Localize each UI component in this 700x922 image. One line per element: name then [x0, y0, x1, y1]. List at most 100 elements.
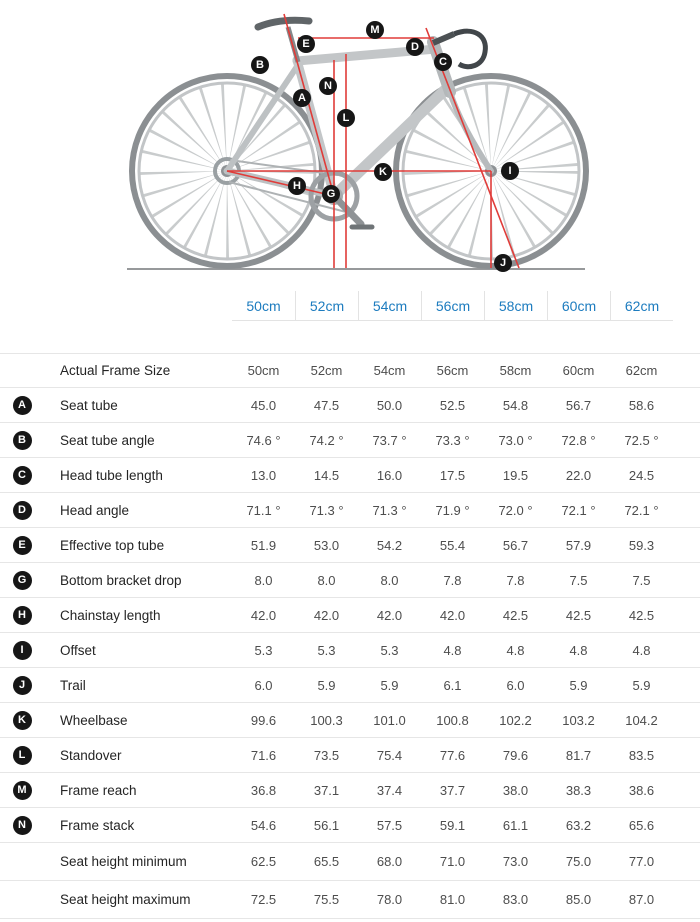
diagram-point-h: H — [288, 177, 306, 195]
table-row-trail: J Trail 6.0 5.9 5.9 6.1 6.0 5.9 5.9 — [0, 668, 700, 703]
size-tab-62cm[interactable]: 62cm — [624, 297, 660, 314]
diagram-point-e: E — [297, 35, 315, 53]
row-label: Standover — [60, 747, 122, 763]
diagram-point-d: D — [406, 38, 424, 56]
cell-value: 24.5 — [628, 467, 655, 483]
cell-value: 14.5 — [313, 467, 340, 483]
cell-value: 37.1 — [313, 782, 340, 798]
cell-value: 75.0 — [565, 854, 592, 869]
badge-cell: I — [0, 640, 44, 660]
handlebar — [453, 28, 488, 70]
cell-value: 74.6 ° — [246, 432, 281, 448]
table-row-chainstay-length: H Chainstay length 42.0 42.0 42.0 42.0 4… — [0, 598, 700, 633]
table-row-seat-height-maximum: Seat height maximum 72.5 75.5 78.0 81.0 … — [0, 881, 700, 919]
size-cell: 56cm — [421, 291, 484, 321]
badge-cell: N — [0, 815, 44, 835]
cell-value: 100.8 — [436, 712, 469, 728]
table-row-head-angle: D Head angle 71.1 ° 71.3 ° 71.3 ° 71.9 °… — [0, 493, 700, 528]
row-label: Head tube length — [60, 467, 163, 483]
badge-cell: K — [0, 710, 44, 730]
row-label: Bottom bracket drop — [60, 572, 182, 588]
cell-value: 16.0 — [376, 467, 403, 483]
cell-value: 7.8 — [506, 572, 525, 588]
table-row-frame-stack: N Frame stack 54.6 56.1 57.5 59.1 61.1 6… — [0, 808, 700, 843]
cell-value: 72.0 ° — [498, 502, 533, 518]
row-label: Effective top tube — [60, 537, 165, 553]
badge-cell: J — [0, 675, 44, 695]
cell-value: 73.7 ° — [372, 432, 407, 448]
cell-value: 71.3 ° — [372, 502, 407, 518]
cell-value: 42.5 — [502, 607, 529, 623]
chain-top — [229, 159, 339, 176]
cell-value: 60cm — [562, 363, 595, 378]
point-badge-d: D — [12, 500, 32, 520]
cell-value: 54.6 — [250, 817, 277, 833]
cell-value: 58.6 — [628, 397, 655, 413]
size-tab-54cm[interactable]: 54cm — [372, 297, 408, 314]
point-badge-i: I — [12, 640, 32, 660]
badge-cell: E — [0, 535, 44, 555]
table-row-head-tube-length: C Head tube length 13.0 14.5 16.0 17.5 1… — [0, 458, 700, 493]
point-badge-c: C — [12, 465, 32, 485]
size-header-spacer — [0, 291, 44, 321]
cell-value: 59.1 — [439, 817, 466, 833]
row-label: Seat tube — [60, 397, 118, 413]
size-tab-60cm[interactable]: 60cm — [561, 297, 597, 314]
row-label: Seat height maximum — [60, 892, 191, 907]
cell-value: 5.9 — [632, 677, 651, 693]
cell-value: 52cm — [310, 363, 343, 378]
cell-value: 56.7 — [502, 537, 529, 553]
cell-value: 56.1 — [313, 817, 340, 833]
cell-value: 4.8 — [506, 642, 525, 658]
badge-cell: H — [0, 605, 44, 625]
cell-value: 42.0 — [376, 607, 403, 623]
cell-value: 8.0 — [380, 572, 399, 588]
cell-value: 5.9 — [317, 677, 336, 693]
cell-value: 78.0 — [376, 892, 403, 907]
cell-value: 102.2 — [499, 712, 532, 728]
size-tab-56cm[interactable]: 56cm — [435, 297, 471, 314]
diagram-point-a: A — [293, 89, 311, 107]
diagram-point-c: C — [434, 53, 452, 71]
row-label: Trail — [60, 677, 86, 693]
cell-value: 6.0 — [506, 677, 525, 693]
cell-value: 42.0 — [250, 607, 277, 623]
cell-value: 54cm — [373, 363, 406, 378]
cell-value: 72.1 ° — [561, 502, 596, 518]
cell-value: 57.5 — [376, 817, 403, 833]
cell-value: 59.3 — [628, 537, 655, 553]
size-tab-52cm[interactable]: 52cm — [309, 297, 345, 314]
cell-value: 47.5 — [313, 397, 340, 413]
cell-value: 50.0 — [376, 397, 403, 413]
cell-value: 83.5 — [628, 747, 655, 763]
cell-value: 38.0 — [502, 782, 529, 798]
cell-value: 6.0 — [254, 677, 273, 693]
cell-value: 42.5 — [565, 607, 592, 623]
cell-value: 55.4 — [439, 537, 466, 553]
cell-value: 72.5 ° — [624, 432, 659, 448]
cell-value: 5.3 — [380, 642, 399, 658]
badge-cell: C — [0, 465, 44, 485]
diagram-point-n: N — [319, 77, 337, 95]
size-cell: 52cm — [295, 291, 358, 321]
point-badge-m: M — [12, 780, 32, 800]
size-header-spacer — [44, 291, 232, 321]
diagram-point-k: K — [374, 163, 392, 181]
cell-value: 81.7 — [565, 747, 592, 763]
cell-value: 38.6 — [628, 782, 655, 798]
size-tab-58cm[interactable]: 58cm — [498, 297, 534, 314]
point-badge-l: L — [12, 745, 32, 765]
cell-value: 79.6 — [502, 747, 529, 763]
cell-value: 8.0 — [254, 572, 273, 588]
cell-value: 75.5 — [313, 892, 340, 907]
cell-value: 72.8 ° — [561, 432, 596, 448]
cell-value: 53.0 — [313, 537, 340, 553]
diagram-point-i: I — [501, 162, 519, 180]
cell-value: 87.0 — [628, 892, 655, 907]
cell-value: 77.0 — [628, 854, 655, 869]
cell-value: 51.9 — [250, 537, 277, 553]
size-cell: 60cm — [547, 291, 610, 321]
cell-value: 58cm — [499, 363, 532, 378]
size-tab-50cm[interactable]: 50cm — [246, 297, 281, 314]
size-cell: 62cm — [610, 291, 673, 321]
